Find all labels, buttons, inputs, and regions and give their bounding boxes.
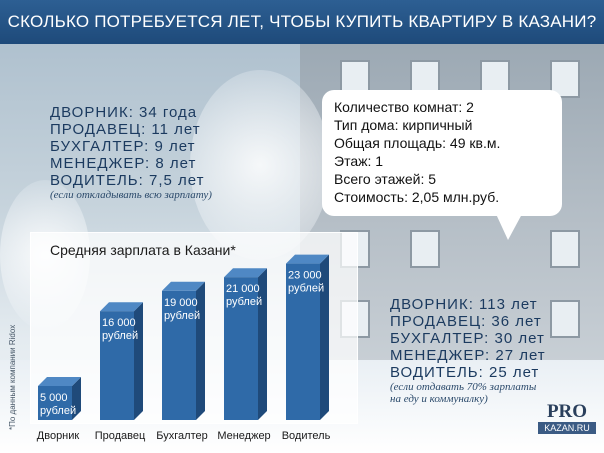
years-70-note-line1: (если отдавать 70% зарплаты <box>390 381 537 393</box>
years-row-driver: ВОДИТЕЛЬ: 7,5 лет <box>50 172 205 189</box>
apartment-area: Общая площадь: 49 кв.м. <box>334 135 501 151</box>
bar-unit-label: рублей <box>40 405 76 417</box>
years-row-manager: МЕНЕДЖЕР: 8 лет <box>50 155 197 172</box>
x-tick-label: Водитель <box>282 430 331 442</box>
x-tick-label: Дворник <box>37 430 80 442</box>
apartment-rooms: Количество комнат: 2 <box>334 99 474 115</box>
years70-row-driver: ВОДИТЕЛЬ: 25 лет <box>390 364 540 381</box>
logo-kazan: KAZAN.RU <box>538 422 596 434</box>
years-full-salary-list: ДВОРНИК: 34 года ПРОДАВЕЦ: 11 лет БУХГАЛ… <box>50 104 212 201</box>
x-tick-label: Менеджер <box>217 430 270 442</box>
apartment-price: Стоимость: 2,05 млн.руб. <box>334 189 500 205</box>
bar-unit-label: рублей <box>288 283 324 295</box>
years70-row-manager: МЕНЕДЖЕР: 27 лет <box>390 347 546 364</box>
years70-row-accountant: БУХГАЛТЕР: 30 лет <box>390 330 545 347</box>
years-70-note-line2: на еду и коммуналку) <box>390 393 488 405</box>
bubble-tail <box>496 214 522 240</box>
title-bar: СКОЛЬКО ПОТРЕБУЕТСЯ ЛЕТ, ЧТОБЫ КУПИТЬ КВ… <box>0 0 604 44</box>
page-title: СКОЛЬКО ПОТРЕБУЕТСЯ ЛЕТ, ЧТОБЫ КУПИТЬ КВ… <box>7 12 597 31</box>
years70-row-seller: ПРОДАВЕЦ: 36 лет <box>390 313 542 330</box>
apartment-floor: Этаж: 1 <box>334 153 384 169</box>
years-row-accountant: БУХГАЛТЕР: 9 лет <box>50 138 196 155</box>
bar-value-label: 23 000 <box>288 270 322 282</box>
bar <box>224 277 258 420</box>
bar-side <box>134 302 143 420</box>
bar-top <box>38 377 81 386</box>
snowy-tree <box>190 70 330 260</box>
bar <box>286 263 320 420</box>
apartment-house-type: Тип дома: кирпичный <box>334 117 473 133</box>
years-row-janitor: ДВОРНИК: 34 года <box>50 104 198 121</box>
years-full-salary-note: (если откладывать всю зарплату) <box>50 189 212 201</box>
bar-side <box>72 377 81 420</box>
bar-top <box>162 281 205 291</box>
bar-side <box>196 281 205 420</box>
x-tick-label: Бухгалтер <box>156 430 207 442</box>
window <box>550 230 580 268</box>
chart-title: Средняя зарплата в Казани* <box>50 242 236 258</box>
bar-top <box>286 254 329 264</box>
bar-side <box>258 268 267 420</box>
bar-top <box>100 302 143 312</box>
bar-top <box>224 268 267 278</box>
years-70-percent-list: ДВОРНИК: 113 лет ПРОДАВЕЦ: 36 лет БУХГАЛ… <box>390 296 546 405</box>
bar <box>162 290 196 420</box>
apartment-total-floors: Всего этажей: 5 <box>334 171 437 187</box>
bar-side <box>320 254 329 420</box>
bar-unit-label: рублей <box>102 330 138 342</box>
apartment-info-bubble: Количество комнат: 2 Тип дома: кирпичный… <box>322 90 562 240</box>
bar-unit-label: рублей <box>164 310 200 322</box>
logo-pro: PRO <box>546 401 588 422</box>
bar-unit-label: рублей <box>226 296 262 308</box>
bar-value-label: 16 000 <box>102 317 136 329</box>
bar <box>100 311 134 420</box>
bar-value-label: 21 000 <box>226 283 260 295</box>
window <box>550 300 580 338</box>
prokazan-logo: PRO KAZAN.RU <box>538 402 596 442</box>
window <box>410 230 440 268</box>
bar <box>38 386 72 420</box>
years70-row-janitor: ДВОРНИК: 113 лет <box>390 296 538 313</box>
bar-value-label: 19 000 <box>164 297 198 309</box>
x-tick-label: Продавец <box>95 430 146 442</box>
years-row-seller: ПРОДАВЕЦ: 11 лет <box>50 121 201 138</box>
bar-value-label: 5 000 <box>40 392 68 404</box>
